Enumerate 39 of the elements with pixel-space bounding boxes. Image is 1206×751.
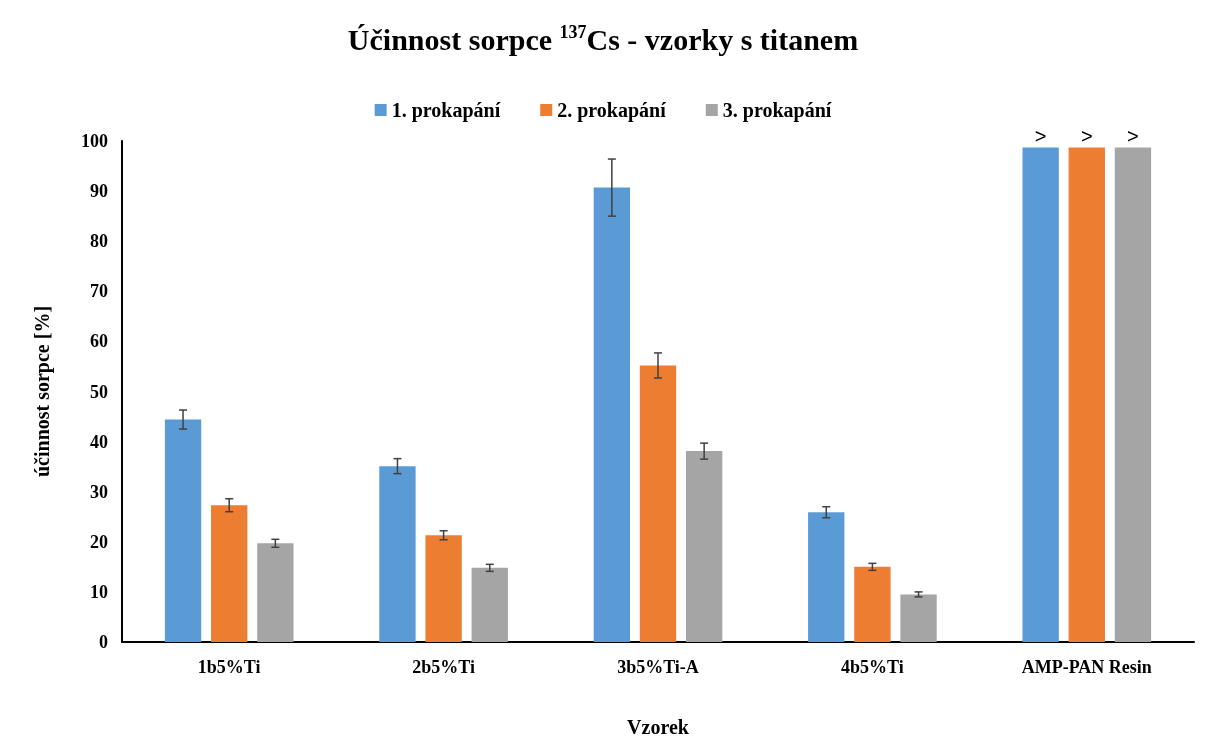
bar	[854, 566, 891, 642]
bar	[593, 187, 631, 642]
data-label: >	[1034, 124, 1047, 147]
y-tick-label: 30	[90, 481, 108, 502]
bar	[471, 567, 508, 642]
legend-label: 1. prokapání	[391, 99, 501, 122]
bar	[808, 512, 845, 642]
y-tick-label: 70	[90, 281, 108, 302]
bar	[379, 466, 416, 642]
x-tick-label: 4b5%Ti	[841, 657, 904, 677]
y-tick-label: 80	[90, 231, 108, 252]
y-tick-label: 60	[90, 331, 108, 352]
y-tick-label: 100	[81, 131, 108, 151]
bar	[425, 535, 462, 642]
bar	[164, 419, 202, 642]
bar	[1114, 147, 1152, 642]
bar	[685, 451, 723, 642]
y-tick-label: 10	[90, 581, 108, 602]
bar	[639, 365, 677, 642]
x-tick-label: 1b5%Ti	[197, 657, 261, 677]
y-tick-label: 90	[90, 181, 108, 202]
bar	[1022, 147, 1059, 642]
x-axis-title: Vzorek	[627, 716, 690, 738]
y-tick-label: 40	[90, 431, 108, 452]
x-tick-label: AMP-PAN Resin	[1021, 657, 1152, 677]
y-tick-label: 0	[99, 632, 108, 652]
bar	[257, 543, 294, 642]
y-tick-label: 20	[90, 531, 108, 552]
x-tick-label: 3b5%Ti-A	[617, 657, 699, 677]
bar	[900, 594, 937, 642]
legend-label: 3. prokapání	[722, 99, 832, 122]
data-label: >	[1080, 124, 1093, 147]
bar	[211, 505, 248, 642]
bar	[1068, 147, 1105, 642]
data-label: >	[1127, 124, 1139, 147]
x-tick-label: 2b5%Ti	[412, 657, 475, 677]
legend-label: 2. prokapání	[557, 99, 667, 122]
y-tick-label: 50	[90, 381, 108, 402]
y-axis-title: účinnost sorpce [%]	[31, 305, 54, 478]
